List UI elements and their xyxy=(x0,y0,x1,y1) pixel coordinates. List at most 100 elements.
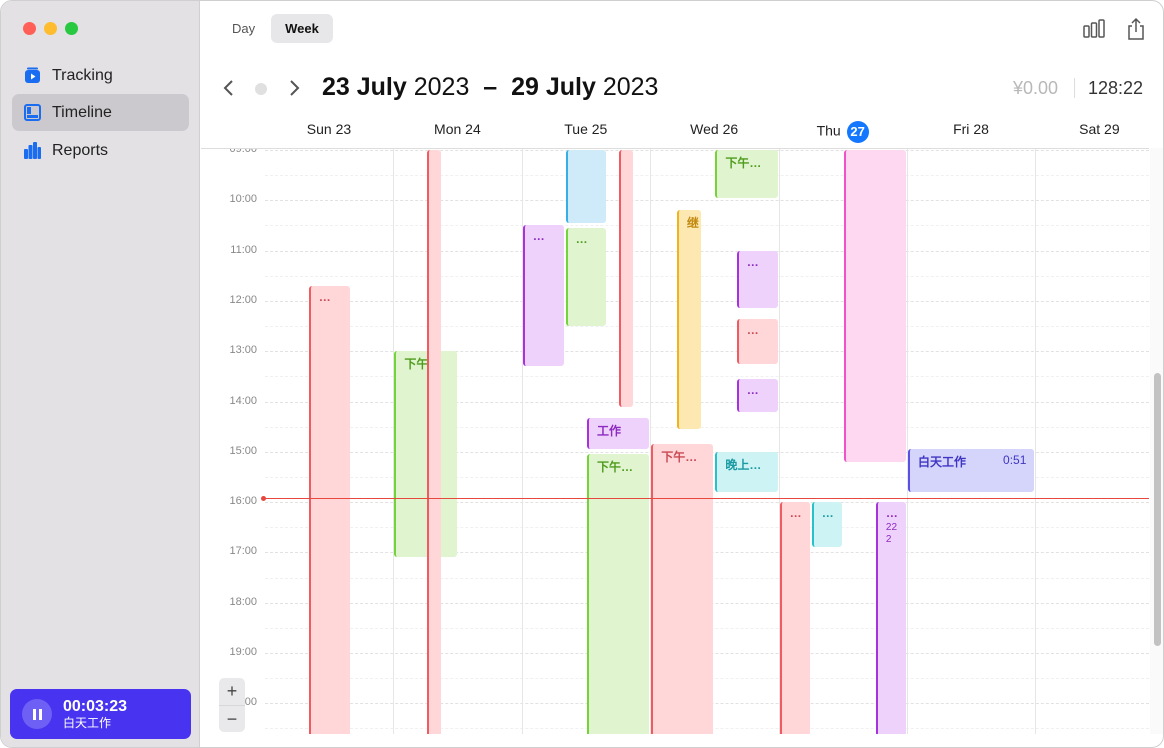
time-entry-block[interactable]: 继 xyxy=(676,210,701,430)
pause-icon xyxy=(38,708,42,720)
divider xyxy=(1074,78,1075,98)
day-number: 24 xyxy=(465,121,481,137)
hour-label: 16:00 xyxy=(229,495,257,508)
day-number: 26 xyxy=(722,121,739,137)
day-number: 29 xyxy=(1104,121,1120,137)
day-name: Thu xyxy=(816,122,841,139)
sidebar-item-timeline[interactable]: Timeline xyxy=(12,94,189,131)
range-start-day: 23 July xyxy=(322,73,407,101)
day-header-thu[interactable]: Thu 27 xyxy=(779,121,907,143)
hour-label: 11:00 xyxy=(230,243,257,256)
time-entry-block[interactable]: … xyxy=(736,250,778,309)
bar-chart-icon[interactable] xyxy=(1081,17,1107,41)
entry-duration: 0:51 xyxy=(1003,453,1027,468)
time-entry-block[interactable]: … xyxy=(736,318,778,364)
day-header-tue[interactable]: Tue 25 xyxy=(522,121,650,137)
day-name: Fri xyxy=(953,121,970,137)
scrollbar-thumb[interactable] xyxy=(1154,373,1161,646)
week-timeline-grid[interactable]: 09:00 10:00 11:00 12:00 13:00 14:00 15:00 16:00… xyxy=(201,148,1149,734)
sidebar-item-reports[interactable]: Reports xyxy=(12,132,189,169)
day-header-sat[interactable]: Sat 29 xyxy=(1035,121,1163,137)
time-entry-block[interactable] xyxy=(843,150,906,462)
view-mode-switch: Day Week xyxy=(218,14,333,43)
entry-label: … xyxy=(318,289,331,304)
tab-day[interactable]: Day xyxy=(232,21,256,36)
time-entry-block[interactable] xyxy=(426,150,441,734)
minimize-window-button[interactable] xyxy=(44,22,57,35)
sidebar-item-label: Reports xyxy=(52,141,109,159)
day-header-wed[interactable]: Wed 26 xyxy=(650,121,778,137)
half-hour-gridline xyxy=(265,426,1149,428)
sidebar-item-tracking[interactable]: Tracking xyxy=(12,57,189,94)
day-name: Sat xyxy=(1079,121,1101,137)
time-entry-block[interactable]: 下午… xyxy=(651,444,714,734)
close-window-button[interactable] xyxy=(23,22,36,35)
day-column-divider xyxy=(778,149,780,734)
time-entry-block[interactable]: 下午… xyxy=(715,150,778,198)
hour-gridline xyxy=(265,401,1149,403)
entry-label: … xyxy=(821,506,834,521)
time-entry-block[interactable]: 晚上… xyxy=(715,451,778,493)
today-button[interactable] xyxy=(255,83,267,95)
running-timer[interactable]: 00:03:23 白天工作 xyxy=(10,689,191,739)
half-hour-gridline xyxy=(265,225,1149,227)
pause-icon xyxy=(32,708,36,720)
hour-gridline xyxy=(265,351,1149,353)
entry-label: … xyxy=(789,506,802,521)
next-week-button[interactable] xyxy=(287,78,301,98)
range-separator: – xyxy=(483,73,498,101)
time-entry-block[interactable]: 下午… xyxy=(587,454,650,734)
day-column-divider xyxy=(1035,149,1037,734)
today-badge: 27 xyxy=(846,121,869,143)
sidebar-item-label: Tracking xyxy=(52,66,113,84)
entry-label: … xyxy=(746,322,759,337)
time-entry-block[interactable]: … xyxy=(565,227,607,327)
zoom-out-button[interactable]: − xyxy=(219,705,245,732)
pause-button[interactable] xyxy=(22,699,52,729)
time-entry-block[interactable]: … xyxy=(779,502,810,734)
day-header-fri[interactable]: Fri 28 xyxy=(907,121,1035,137)
hour-label: 15:00 xyxy=(229,444,257,457)
range-start-year: 2023 xyxy=(413,73,470,101)
day-header-sun[interactable]: Sun 23 xyxy=(265,121,393,137)
tab-week[interactable]: Week xyxy=(271,14,333,43)
time-entry-block[interactable]: 工作 xyxy=(587,418,650,450)
time-entry-block[interactable]: … xyxy=(522,225,564,367)
tracking-icon xyxy=(24,67,41,84)
hour-label: 14:00 xyxy=(229,394,257,407)
zoom-in-button[interactable]: + xyxy=(226,681,238,701)
day-header-mon[interactable]: Mon 24 xyxy=(393,121,521,137)
time-entry-block[interactable]: … xyxy=(736,378,778,412)
day-number: 28 xyxy=(973,121,989,137)
entry-sublabel: 222 xyxy=(885,522,898,546)
timer-time: 00:03:23 xyxy=(63,697,128,715)
day-column-divider xyxy=(650,149,652,734)
hour-label: 18:00 xyxy=(229,595,257,608)
day-number: 25 xyxy=(591,121,608,137)
vertical-scrollbar[interactable] xyxy=(1150,148,1163,734)
time-entry-block[interactable] xyxy=(565,150,607,223)
time-entry-block[interactable] xyxy=(619,150,634,407)
hour-label: 10:00 xyxy=(229,193,257,206)
day-column-divider xyxy=(393,149,395,734)
time-entry-block[interactable]: … xyxy=(811,502,842,548)
time-entry-block[interactable]: … 222 xyxy=(875,502,906,734)
previous-week-button[interactable] xyxy=(222,78,236,98)
traffic-lights xyxy=(23,22,78,35)
zoom-window-button[interactable] xyxy=(65,22,78,35)
hour-gridline xyxy=(265,200,1149,202)
entry-label: 下午… xyxy=(597,460,634,475)
hour-label: 17:00 xyxy=(229,545,257,558)
entry-label: 下午… xyxy=(661,450,698,465)
half-hour-gridline xyxy=(265,326,1149,328)
day-name: Wed xyxy=(690,121,719,137)
time-entry-block[interactable]: 白天工作 0:51 xyxy=(908,449,1035,493)
timeline-icon xyxy=(24,104,41,121)
date-range-title: 23 July 2023 – 29 July 2023 xyxy=(322,73,658,102)
current-time-indicator xyxy=(263,497,1149,499)
day-name: Sun xyxy=(306,121,332,137)
time-entry-block[interactable]: … xyxy=(308,285,350,734)
share-icon[interactable] xyxy=(1123,17,1149,41)
entry-label: 晚上… xyxy=(725,457,762,472)
time-entry-block[interactable]: 下午… xyxy=(394,351,457,558)
